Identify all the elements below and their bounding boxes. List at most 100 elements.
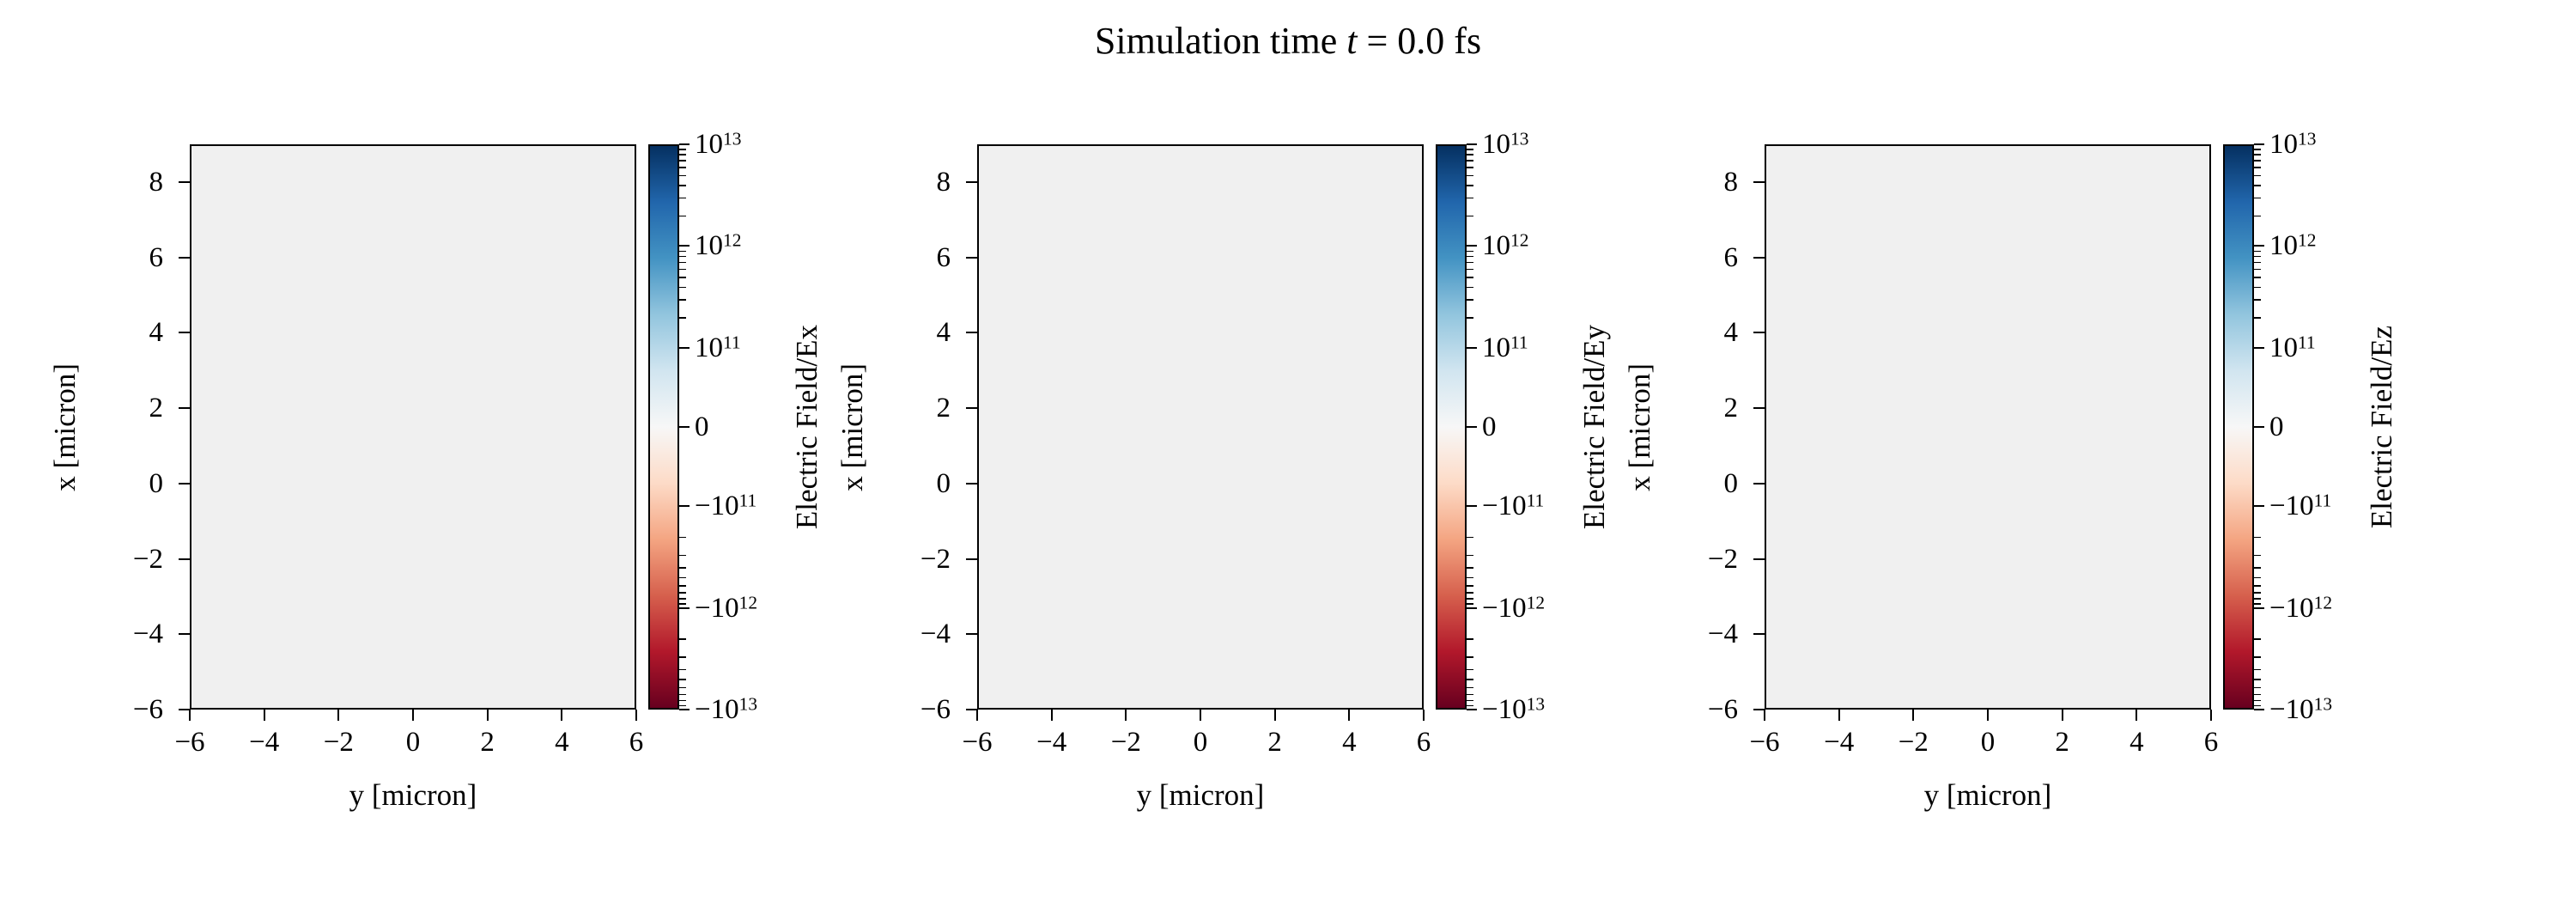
y-tick-mark	[1753, 180, 1765, 183]
colorbar-tick-mark	[1467, 709, 1477, 710]
y-tick-mark	[179, 180, 190, 183]
colorbar-tick-label: 1011	[1482, 332, 1528, 363]
colorbar-minor-tick-mark	[679, 699, 686, 702]
x-tick-mark	[1764, 710, 1765, 721]
colorbar-tick-mantissa: −10	[695, 491, 739, 522]
colorbar-minor-tick-mark	[1467, 197, 1473, 199]
x-tick-mark	[1838, 710, 1840, 721]
colorbar-minor-tick-mark	[679, 585, 686, 587]
colorbar-tick-mantissa: −10	[2269, 592, 2314, 624]
colorbar-minor-tick-mark	[679, 693, 686, 696]
colorbar-tick-exponent: 11	[738, 490, 757, 511]
colorbar-tick-mark	[2254, 426, 2264, 428]
title-suffix: = 0.0 fs	[1357, 20, 1482, 62]
y-tick-mark	[966, 407, 977, 410]
colorbar-tick-label: −1011	[695, 491, 756, 521]
x-tick-label: −4	[1036, 727, 1067, 758]
colorbar-minor-tick-mark	[679, 592, 686, 594]
colorbar-minor-tick-mark	[2254, 149, 2261, 150]
colorbar-minor-tick-mark	[679, 603, 686, 605]
colorbar-ex	[648, 144, 679, 710]
colorbar-minor-tick-mark	[1467, 255, 1473, 258]
x-tick-mark	[1125, 710, 1127, 721]
colorbar-tick-mantissa: 10	[1482, 332, 1510, 363]
x-tick-mark	[976, 710, 978, 721]
colorbar-minor-tick-mark	[1467, 174, 1473, 177]
colorbar-tick-mantissa: 10	[2269, 332, 2298, 363]
plot-area-ex	[190, 144, 636, 710]
colorbar-minor-tick-mark	[1467, 250, 1473, 253]
colorbar-tick-mark	[2254, 505, 2264, 508]
colorbar-minor-tick-mark	[1467, 167, 1473, 168]
x-tick-label: 4	[2129, 727, 2144, 758]
x-tick-label: −2	[1898, 727, 1929, 758]
colorbar-tick-exponent: 13	[723, 128, 742, 149]
x-tick-label: 6	[1416, 727, 1431, 758]
colorbar-tick-label: 1013	[695, 129, 741, 160]
colorbar-minor-tick-mark	[1467, 149, 1473, 150]
colorbar-minor-tick-mark	[2254, 598, 2261, 600]
colorbar-minor-tick-mark	[679, 261, 686, 264]
colorbar-minor-tick-mark	[1467, 699, 1473, 702]
colorbar-tick-mark	[679, 606, 690, 609]
colorbar-tick-mark	[1467, 606, 1477, 609]
colorbar-tick-exponent: 12	[2313, 591, 2333, 613]
colorbar-tick-exponent: 13	[1510, 128, 1529, 149]
colorbar-minor-tick-mark	[2254, 174, 2261, 177]
y-tick-mark	[179, 332, 190, 334]
colorbar-minor-tick-mark	[2254, 197, 2261, 199]
colorbar-minor-tick-mark	[1467, 554, 1473, 557]
colorbar-tick-mark	[2254, 346, 2264, 349]
x-tick-mark	[2136, 710, 2138, 721]
colorbar-tick-mantissa: 10	[1482, 230, 1510, 262]
y-tick-mark	[966, 482, 977, 485]
colorbar-minor-tick-mark	[1467, 592, 1473, 594]
y-tick-label: 8	[149, 166, 164, 198]
y-tick-mark	[179, 558, 190, 560]
x-tick-label: −2	[1110, 727, 1141, 758]
colorbar-tick-mantissa: −10	[2269, 491, 2314, 522]
colorbar-minor-tick-mark	[1467, 154, 1473, 155]
colorbar-minor-tick-mark	[679, 554, 686, 557]
colorbar-minor-tick-mark	[1467, 299, 1473, 301]
x-axis-label: y [micron]	[1136, 778, 1265, 812]
colorbar-tick-mantissa: 10	[695, 332, 723, 363]
y-tick-label: 4	[936, 317, 951, 349]
y-tick-label: 0	[1723, 467, 1739, 499]
y-tick-label: 0	[936, 467, 951, 499]
y-tick-label: −6	[920, 694, 951, 725]
colorbar-minor-tick-mark	[1467, 317, 1473, 319]
colorbar-minor-tick-mark	[1467, 679, 1473, 680]
colorbar-minor-tick-mark	[2254, 668, 2261, 671]
colorbar-minor-tick-mark	[1467, 277, 1473, 278]
colorbar-minor-tick-mark	[1467, 704, 1473, 707]
colorbar-minor-tick-mark	[1467, 536, 1473, 539]
colorbar-tick-mantissa: 10	[2269, 230, 2298, 262]
colorbar-minor-tick-mark	[2254, 679, 2261, 680]
colorbar-tick-label: −1012	[695, 593, 757, 624]
y-tick-label: −2	[920, 543, 951, 575]
colorbar-minor-tick-mark	[679, 215, 686, 217]
colorbar-minor-tick-mark	[679, 679, 686, 680]
colorbar-tick-exponent: 12	[723, 229, 742, 251]
y-tick-mark	[966, 558, 977, 560]
y-tick-label: 4	[149, 317, 164, 349]
colorbar-tick-exponent: 11	[2313, 490, 2332, 511]
colorbar-tick-exponent: 13	[1526, 693, 1546, 715]
colorbar-minor-tick-mark	[679, 598, 686, 600]
colorbar-tick-mantissa: −10	[695, 694, 739, 725]
y-tick-label: −4	[920, 619, 951, 650]
colorbar-tick-mantissa: −10	[1482, 592, 1527, 624]
colorbar-minor-tick-mark	[2254, 693, 2261, 696]
colorbar-minor-tick-mark	[1467, 576, 1473, 579]
y-tick-mark	[966, 332, 977, 334]
colorbar-minor-tick-mark	[2254, 686, 2261, 689]
colorbar-minor-tick-mark	[1467, 598, 1473, 600]
x-tick-mark	[2061, 710, 2063, 721]
x-tick-label: 4	[555, 727, 569, 758]
x-tick-label: 0	[1980, 727, 1996, 758]
y-tick-label: 6	[1723, 241, 1739, 273]
x-tick-mark	[635, 710, 637, 721]
colorbar-minor-tick-mark	[1467, 215, 1473, 217]
y-tick-mark	[179, 407, 190, 410]
